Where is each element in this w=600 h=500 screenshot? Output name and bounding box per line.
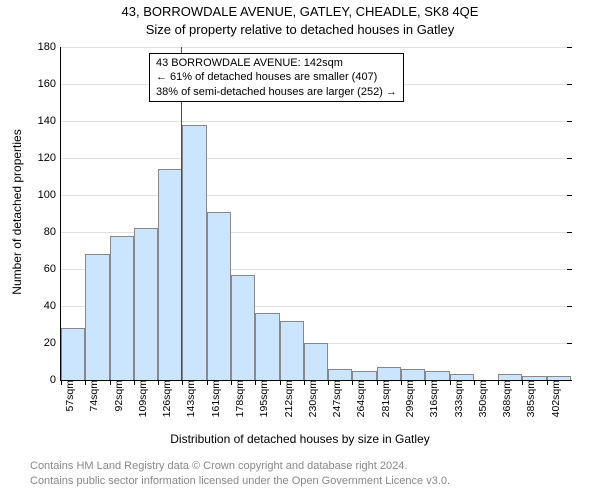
ytick-label: 20 [44,337,61,349]
ytick-mark [567,232,572,233]
annotation-line: 43 BORROWDALE AVENUE: 142sqm [156,56,397,70]
xtick-label: 368sqm [499,380,513,417]
xtick-mark [255,380,256,385]
xtick-label: 178sqm [232,380,246,417]
plot-area: 02040608010012014016018057sqm74sqm92sqm1… [60,47,571,381]
ytick-label: 140 [38,115,61,127]
histogram-bar [110,236,134,380]
histogram-bar [207,212,231,380]
chart-title: 43, BORROWDALE AVENUE, GATLEY, CHEADLE, … [0,4,600,19]
ytick-mark [567,269,572,270]
ytick-mark [567,380,572,381]
ytick-mark [567,158,572,159]
xtick-mark [182,380,183,385]
histogram-bar [304,343,328,380]
y-axis-label: Number of detached properties [10,127,24,297]
xtick-mark [158,380,159,385]
ytick-label: 160 [38,78,61,90]
xtick-label: 299sqm [402,380,416,417]
xtick-label: 57sqm [62,380,76,412]
xtick-label: 74sqm [86,380,100,412]
xtick-mark [498,380,499,385]
xtick-mark [522,380,523,385]
xtick-mark [61,380,62,385]
xtick-mark [377,380,378,385]
xtick-mark [474,380,475,385]
xtick-label: 316sqm [426,380,440,417]
xtick-label: 212sqm [281,380,295,417]
histogram-bar [61,328,85,380]
xtick-mark [280,380,281,385]
histogram-bar [182,125,206,380]
ytick-mark [567,343,572,344]
ytick-mark [567,121,572,122]
gridline [61,47,571,48]
histogram-bar [377,367,401,380]
ytick-mark [567,306,572,307]
ytick-label: 40 [44,300,61,312]
ytick-label: 80 [44,226,61,238]
xtick-label: 247sqm [329,380,343,417]
annotation-line: ← 61% of detached houses are smaller (40… [156,70,397,84]
histogram-bar [231,275,255,380]
ytick-label: 60 [44,263,61,275]
chart-subtitle: Size of property relative to detached ho… [0,22,600,37]
xtick-mark [401,380,402,385]
ytick-mark [567,84,572,85]
xtick-mark [304,380,305,385]
gridline [61,195,571,196]
histogram-bar [134,228,158,380]
xtick-label: 385sqm [523,380,537,417]
copyright-line-1: Contains HM Land Registry data © Crown c… [30,460,407,472]
xtick-mark [134,380,135,385]
xtick-label: 126sqm [159,380,173,417]
histogram-bar [328,369,352,380]
annotation-box: 43 BORROWDALE AVENUE: 142sqm← 61% of det… [149,53,404,102]
ytick-label: 100 [38,189,61,201]
xtick-label: 402sqm [548,380,562,417]
xtick-mark [207,380,208,385]
histogram-bar [280,321,304,380]
xtick-label: 92sqm [111,380,125,412]
histogram-bar [85,254,109,380]
xtick-mark [352,380,353,385]
histogram-bar [352,371,376,380]
xtick-mark [328,380,329,385]
gridline [61,121,571,122]
xtick-mark [85,380,86,385]
histogram-bar [255,313,279,380]
xtick-label: 161sqm [208,380,222,417]
xtick-mark [450,380,451,385]
ytick-label: 0 [50,374,61,386]
xtick-mark [547,380,548,385]
xtick-mark [231,380,232,385]
annotation-line: 38% of semi-detached houses are larger (… [156,85,397,99]
xtick-label: 230sqm [305,380,319,417]
xtick-label: 281sqm [378,380,392,417]
ytick-mark [567,47,572,48]
ytick-label: 180 [38,41,61,53]
xtick-label: 143sqm [183,380,197,417]
histogram-bar [425,371,449,380]
xtick-label: 195sqm [256,380,270,417]
xtick-label: 109sqm [135,380,149,417]
ytick-label: 120 [38,152,61,164]
x-axis-label: Distribution of detached houses by size … [0,432,600,446]
ytick-mark [567,195,572,196]
xtick-mark [425,380,426,385]
histogram-bar [158,169,182,380]
xtick-label: 350sqm [475,380,489,417]
histogram-bar [401,369,425,380]
copyright-line-2: Contains public sector information licen… [30,475,450,487]
xtick-mark [110,380,111,385]
xtick-label: 333sqm [451,380,465,417]
xtick-label: 264sqm [353,380,367,417]
gridline [61,158,571,159]
